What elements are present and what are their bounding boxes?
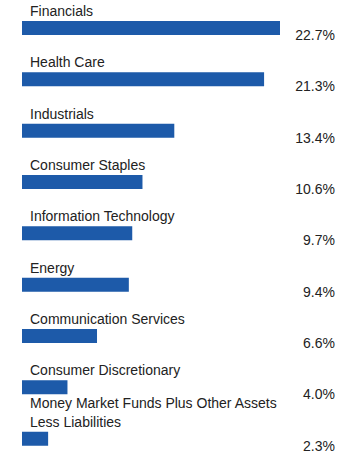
- svg-text:6.6%: 6.6%: [303, 335, 335, 351]
- svg-text:Industrials: Industrials: [30, 106, 94, 122]
- svg-text:Financials: Financials: [30, 3, 93, 19]
- svg-text:22.7%: 22.7%: [295, 27, 335, 43]
- svg-text:Information Technology: Information Technology: [30, 208, 175, 224]
- svg-text:Money Market Funds Plus Other: Money Market Funds Plus Other Assets: [30, 395, 277, 411]
- svg-text:9.7%: 9.7%: [303, 232, 335, 248]
- svg-text:Less Liabilities: Less Liabilities: [30, 414, 121, 430]
- svg-text:4.0%: 4.0%: [303, 386, 335, 402]
- svg-text:Consumer Staples: Consumer Staples: [30, 157, 145, 173]
- svg-text:10.6%: 10.6%: [295, 181, 335, 197]
- svg-text:13.4%: 13.4%: [295, 130, 335, 146]
- svg-text:2.3%: 2.3%: [303, 438, 335, 454]
- svg-text:Consumer Discretionary: Consumer Discretionary: [30, 362, 180, 378]
- svg-text:Communication Services: Communication Services: [30, 311, 185, 327]
- svg-text:9.4%: 9.4%: [303, 284, 335, 300]
- svg-text:Health Care: Health Care: [30, 54, 105, 70]
- svg-text:Energy: Energy: [30, 260, 74, 276]
- svg-text:21.3%: 21.3%: [295, 78, 335, 94]
